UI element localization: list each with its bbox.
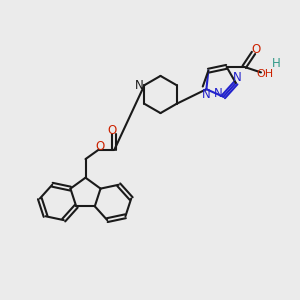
Text: O: O: [251, 44, 260, 56]
Text: N: N: [233, 71, 242, 84]
Text: O: O: [107, 124, 117, 137]
Text: N: N: [135, 79, 143, 92]
Text: O: O: [95, 140, 105, 153]
Text: OH: OH: [256, 69, 273, 79]
Text: N: N: [214, 87, 222, 100]
Text: N: N: [201, 88, 210, 101]
Text: H: H: [272, 57, 280, 70]
